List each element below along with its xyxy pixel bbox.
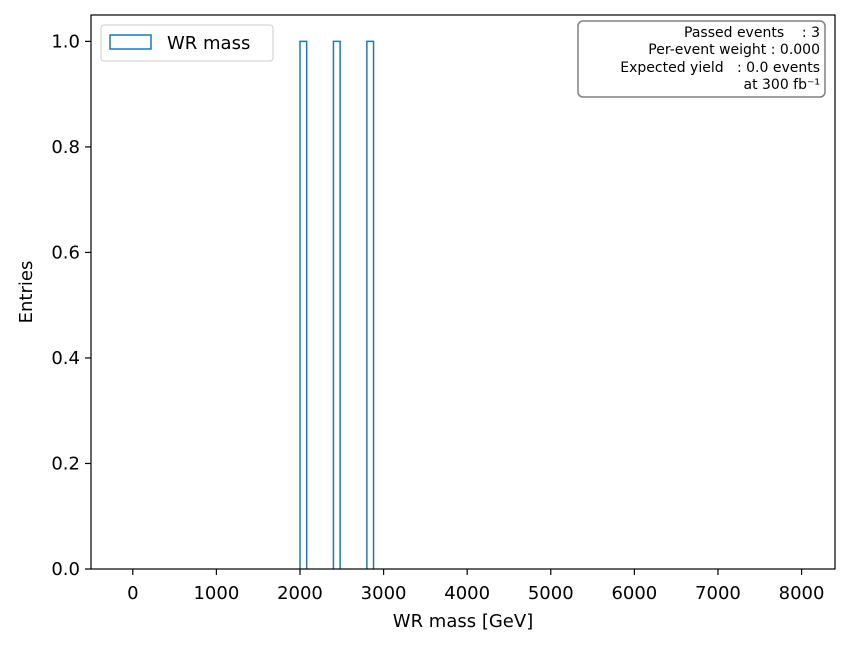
info-line-expected-yield: Expected yield : 0.0 events (620, 60, 820, 76)
y-axis-ticks: 0.0 0.2 0.4 0.6 0.8 1.0 (51, 31, 91, 580)
x-tick-label: 1000 (193, 583, 239, 604)
x-tick-label: 4000 (444, 583, 490, 604)
x-axis-label: WR mass [GeV] (393, 611, 533, 632)
y-axis-label: Entries (16, 261, 37, 324)
legend: WR mass (100, 24, 274, 62)
histogram-bars (299, 40, 375, 569)
x-tick-label: 2000 (277, 583, 323, 604)
legend-label-wr-mass: WR mass (167, 33, 250, 54)
y-tick-label: 0.4 (51, 348, 80, 369)
y-tick-label: 0.0 (51, 559, 80, 580)
legend-swatch (109, 34, 152, 50)
y-tick-label: 0.6 (51, 242, 80, 263)
info-line-passed-events: Passed events : 3 (684, 25, 820, 41)
info-box-frame (577, 20, 826, 98)
info-line-per-event-weight: Per-event weight : 0.000 (648, 42, 820, 58)
x-tick-label: 8000 (779, 583, 825, 604)
y-tick-label: 0.2 (51, 453, 80, 474)
x-tick-label: 5000 (528, 583, 574, 604)
info-line-luminosity: at 300 fb⁻¹ (743, 77, 820, 93)
x-tick-label: 7000 (695, 583, 741, 604)
legend-box (100, 24, 274, 62)
x-axis-ticks: 0 1000 2000 3000 4000 5000 6000 7000 8000 (127, 569, 824, 604)
info-box: Passed events : 3 Per-event weight : 0.0… (577, 20, 826, 98)
histogram-bar (332, 40, 341, 569)
x-tick-label: 3000 (361, 583, 407, 604)
y-tick-label: 0.8 (51, 137, 80, 158)
plot-frame (90, 14, 836, 570)
x-tick-label: 0 (127, 583, 138, 604)
y-tick-label: 1.0 (51, 31, 80, 52)
histogram-bar (299, 40, 308, 569)
x-tick-label: 6000 (611, 583, 657, 604)
histogram-bar (366, 40, 375, 569)
